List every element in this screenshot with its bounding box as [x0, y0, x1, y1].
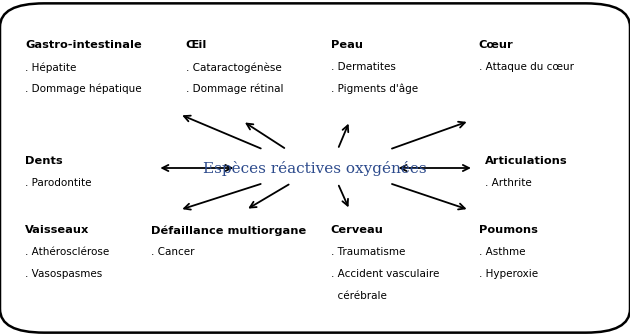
- Text: Peau: Peau: [331, 40, 363, 50]
- Text: . Athérosclérose: . Athérosclérose: [25, 247, 110, 257]
- Text: . Cancer: . Cancer: [151, 247, 195, 257]
- Text: . Parodontite: . Parodontite: [25, 178, 92, 188]
- Text: Vaisseaux: Vaisseaux: [25, 225, 89, 235]
- Text: . Hépatite: . Hépatite: [25, 62, 77, 73]
- Text: . Vasospasmes: . Vasospasmes: [25, 269, 103, 279]
- Text: . Dermatites: . Dermatites: [331, 62, 396, 72]
- Text: . Traumatisme: . Traumatisme: [331, 247, 405, 257]
- Text: . Arthrite: . Arthrite: [485, 178, 532, 188]
- Text: . Attaque du cœur: . Attaque du cœur: [479, 62, 574, 72]
- Text: Défaillance multiorgane: Défaillance multiorgane: [151, 225, 306, 236]
- Text: . Accident vasculaire: . Accident vasculaire: [331, 269, 439, 279]
- Text: Articulations: Articulations: [485, 156, 568, 166]
- Text: . Dommage rétinal: . Dommage rétinal: [186, 84, 284, 94]
- Text: Cerveau: Cerveau: [331, 225, 384, 235]
- Text: . Pigments d'âge: . Pigments d'âge: [331, 84, 418, 94]
- Text: . Dommage hépatique: . Dommage hépatique: [25, 84, 142, 94]
- Text: Poumons: Poumons: [479, 225, 537, 235]
- Text: Cœur: Cœur: [479, 40, 513, 50]
- Text: . Asthme: . Asthme: [479, 247, 525, 257]
- Text: Gastro-intestinale: Gastro-intestinale: [25, 40, 142, 50]
- Text: Œil: Œil: [186, 40, 207, 50]
- FancyBboxPatch shape: [0, 3, 630, 333]
- Text: Dents: Dents: [25, 156, 63, 166]
- Text: Espèces réactives oxygénées: Espèces réactives oxygénées: [203, 161, 427, 175]
- Text: . Cataractogénèse: . Cataractogénèse: [186, 62, 282, 73]
- Text: . Hyperoxie: . Hyperoxie: [479, 269, 538, 279]
- Text: cérébrale: cérébrale: [331, 291, 387, 301]
